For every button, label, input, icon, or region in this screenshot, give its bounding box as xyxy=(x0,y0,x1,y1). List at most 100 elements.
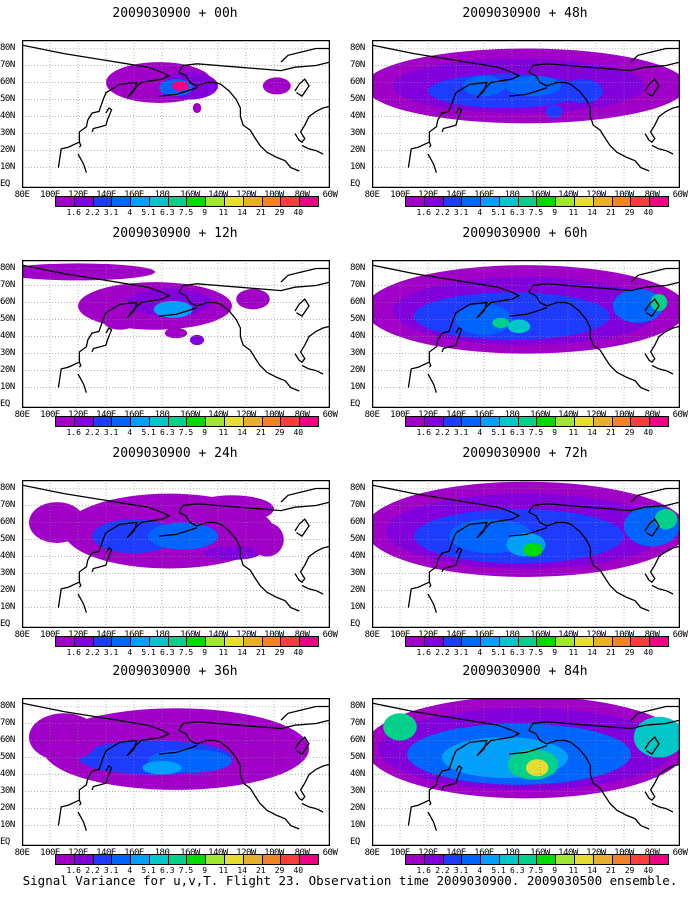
colorbar-swatch xyxy=(424,197,444,206)
panel-title: 2009030900 + 60h xyxy=(462,226,588,241)
lon-tick-label: 120W xyxy=(236,630,256,640)
colorbar-label: 3.1 xyxy=(103,866,119,875)
colorbar-swatch xyxy=(575,637,594,646)
lon-tick-label: 160W xyxy=(530,848,550,858)
lon-tick-label: 100E xyxy=(390,190,410,200)
colorbar-swatch xyxy=(499,637,519,646)
lat-tick-label: 30N xyxy=(350,347,365,358)
colorbar-label: 7.5 xyxy=(178,648,194,657)
lat-tick-label: 70N xyxy=(0,717,15,728)
colorbar xyxy=(55,196,319,207)
panel-title: 2009030900 + 36h xyxy=(112,664,238,679)
colorbar-swatch xyxy=(300,637,318,646)
colorbar-swatch xyxy=(462,197,482,206)
lat-tick-label: EQ xyxy=(350,398,360,409)
lat-tick-label: 80N xyxy=(350,700,365,711)
lon-tick-label: 180 xyxy=(504,190,520,200)
colorbar-swatch xyxy=(593,637,613,646)
colorbar-swatch xyxy=(575,855,594,864)
variance-contour xyxy=(507,319,531,334)
colorbar-swatch xyxy=(424,417,444,426)
lon-tick-label: 180 xyxy=(154,630,170,640)
lon-tick-label: 160W xyxy=(180,630,200,640)
colorbar-swatch xyxy=(537,197,557,206)
lon-tick-label: 80E xyxy=(14,848,30,858)
colorbar-swatch xyxy=(281,637,301,646)
lat-tick-label: 80N xyxy=(350,42,365,53)
lon-tick-label: 180 xyxy=(154,190,170,200)
lon-tick-label: 80E xyxy=(364,630,380,640)
lat-tick-label: 30N xyxy=(0,127,15,138)
signal-variance-map xyxy=(22,260,330,408)
colorbar-swatch xyxy=(612,197,632,206)
colorbar-label: 6.3 xyxy=(160,866,175,875)
colorbar-swatch xyxy=(225,197,244,206)
lat-tick-label: 10N xyxy=(350,601,365,612)
colorbar-label: 9 xyxy=(552,648,558,657)
lat-tick-label: 40N xyxy=(0,330,15,341)
coastline xyxy=(22,484,330,613)
colorbar-label: 7.5 xyxy=(528,648,544,657)
signal-variance-map xyxy=(22,40,330,188)
colorbar-swatch xyxy=(481,637,500,646)
signal-variance-map xyxy=(22,698,330,846)
lon-tick-label: 100E xyxy=(40,848,60,858)
lon-tick-label: 80E xyxy=(14,410,30,420)
colorbar-label: 4 xyxy=(127,866,133,875)
variance-contour xyxy=(654,508,678,530)
lon-tick-label: 80W xyxy=(294,848,310,858)
lon-tick-label: 80W xyxy=(644,410,660,420)
colorbar-label: 14 xyxy=(237,648,247,657)
colorbar-label: 1.6 xyxy=(66,428,81,437)
colorbar-label: 2.2 xyxy=(85,866,100,875)
colorbar-swatch xyxy=(612,417,632,426)
lon-tick-label: 180 xyxy=(504,848,520,858)
colorbar-label: 2.2 xyxy=(435,866,450,875)
colorbar-swatch xyxy=(593,855,613,864)
colorbar-swatch xyxy=(556,417,576,426)
lon-tick-label: 100E xyxy=(40,190,60,200)
lon-tick-label: 120W xyxy=(236,410,256,420)
colorbar-label: 6.3 xyxy=(510,208,525,217)
lat-tick-label: 10N xyxy=(0,161,15,172)
lon-tick-label: 160W xyxy=(180,190,200,200)
colorbar-swatch xyxy=(612,855,632,864)
colorbar-swatch xyxy=(518,855,538,864)
lon-tick-label: 140W xyxy=(208,410,228,420)
lon-tick-label: 60W xyxy=(672,630,688,640)
lon-tick-label: 140E xyxy=(96,848,116,858)
lon-tick-label: 180 xyxy=(504,410,520,420)
lon-tick-label: 100E xyxy=(390,410,410,420)
lon-tick-label: 80E xyxy=(364,848,380,858)
colorbar-swatch xyxy=(631,417,651,426)
lon-tick-label: 100E xyxy=(390,630,410,640)
colorbar-swatch xyxy=(168,417,188,426)
lat-tick-label: 10N xyxy=(350,161,365,172)
colorbar-label: 5.1 xyxy=(141,648,156,657)
lat-tick-label: 50N xyxy=(350,93,365,104)
lon-tick-label: 140W xyxy=(208,190,228,200)
colorbar-swatch xyxy=(462,855,482,864)
colorbar-label: 29 xyxy=(624,208,635,217)
lat-tick-label: 40N xyxy=(350,550,365,561)
lon-tick-label: 140E xyxy=(446,630,466,640)
lon-tick-label: 100W xyxy=(614,410,634,420)
colorbar-label: 5.1 xyxy=(491,208,506,217)
colorbar-label: 14 xyxy=(237,866,247,875)
lon-tick-label: 160E xyxy=(474,630,494,640)
colorbar-label: 14 xyxy=(237,428,247,437)
coastline xyxy=(22,702,330,831)
lon-tick-label: 80W xyxy=(644,190,660,200)
panel-title: 2009030900 + 24h xyxy=(112,446,238,461)
colorbar-swatch xyxy=(262,637,282,646)
colorbar-label: 7.5 xyxy=(178,866,194,875)
colorbar-swatch xyxy=(243,417,263,426)
lat-tick-label: 30N xyxy=(350,785,365,796)
colorbar-swatch xyxy=(131,197,150,206)
lon-tick-label: 140W xyxy=(208,630,228,640)
colorbar-label: 3.1 xyxy=(103,208,119,217)
map-panel: 2009030900 + 24h 80N 70N 60N 50N 40N 30N 20N 10N… xyxy=(0,440,350,665)
colorbar-label: 3.1 xyxy=(103,648,119,657)
lon-tick-label: 120E xyxy=(418,410,438,420)
colorbar xyxy=(405,636,669,647)
